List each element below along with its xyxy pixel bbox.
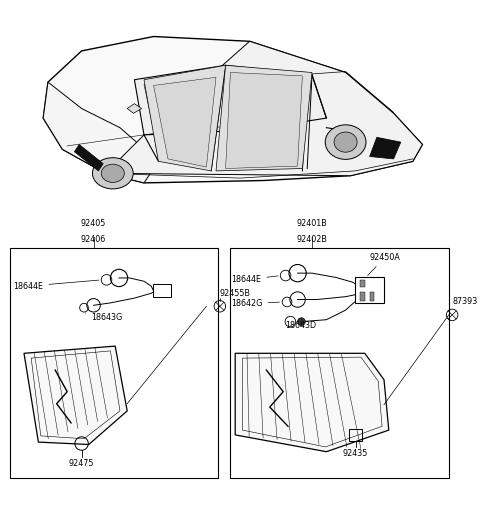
Text: 92402B: 92402B	[297, 235, 327, 244]
Polygon shape	[370, 137, 401, 159]
Polygon shape	[127, 104, 142, 113]
Bar	[370, 292, 374, 300]
Text: 92401B: 92401B	[297, 220, 327, 228]
Text: 18643G: 18643G	[85, 313, 122, 322]
Polygon shape	[24, 346, 127, 444]
Text: 92475: 92475	[69, 459, 95, 468]
Bar	[349, 429, 362, 441]
Polygon shape	[43, 82, 158, 183]
Text: 92435: 92435	[343, 449, 368, 459]
Polygon shape	[226, 73, 302, 169]
Ellipse shape	[101, 164, 124, 182]
Text: 92405: 92405	[81, 220, 106, 228]
Polygon shape	[134, 65, 326, 135]
Polygon shape	[216, 65, 312, 171]
Text: 92406: 92406	[81, 235, 106, 244]
Text: 18644E: 18644E	[13, 280, 99, 290]
Text: 18644E: 18644E	[231, 275, 278, 284]
Text: 92450A: 92450A	[368, 253, 400, 275]
Bar	[360, 280, 365, 287]
Bar	[355, 277, 384, 303]
Polygon shape	[74, 144, 103, 171]
Polygon shape	[106, 41, 422, 176]
Text: 92455B: 92455B	[220, 289, 251, 297]
Bar	[10, 247, 218, 478]
Bar	[360, 292, 365, 300]
Polygon shape	[235, 354, 389, 451]
Polygon shape	[154, 77, 216, 167]
Bar	[153, 284, 171, 297]
Bar	[230, 247, 449, 478]
Circle shape	[298, 318, 305, 325]
Polygon shape	[43, 36, 422, 183]
Ellipse shape	[325, 125, 366, 160]
Ellipse shape	[92, 158, 133, 189]
Text: 18642G: 18642G	[231, 299, 279, 309]
Text: 87393: 87393	[452, 297, 478, 306]
Ellipse shape	[334, 132, 357, 152]
Polygon shape	[144, 65, 226, 171]
Text: 18643D: 18643D	[286, 321, 317, 330]
